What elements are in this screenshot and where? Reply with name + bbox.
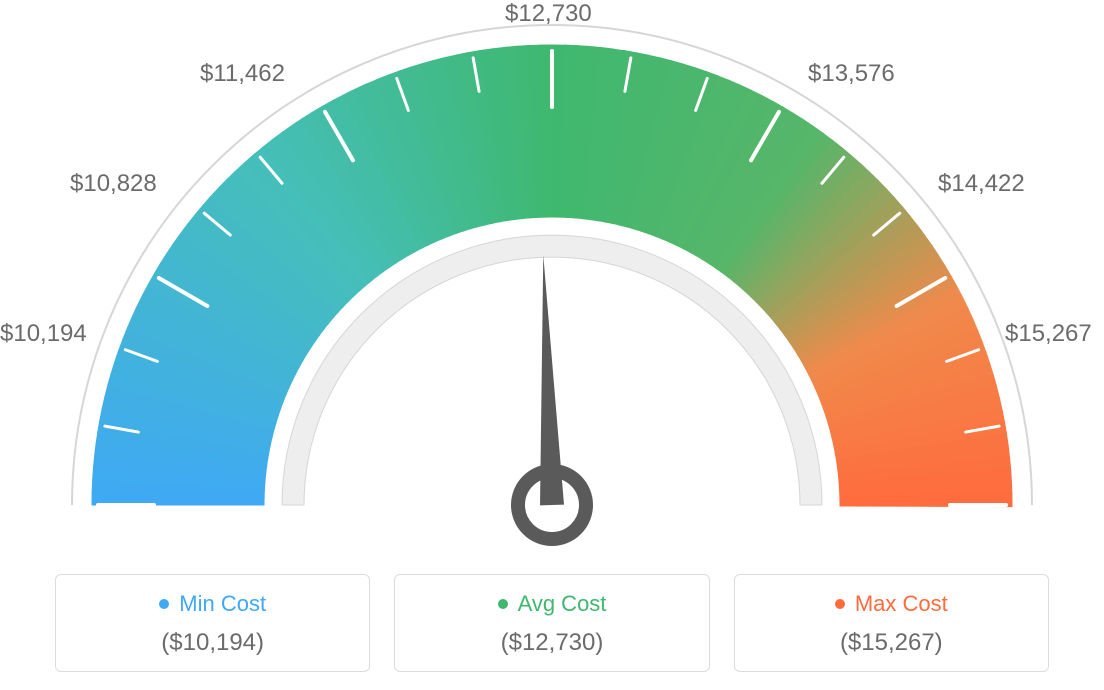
tick-label-6: $15,267	[1005, 320, 1092, 348]
gauge-chart: $10,194 $10,828 $11,462 $12,730 $13,576 …	[0, 0, 1104, 560]
legend-row: Min Cost ($10,194) Avg Cost ($12,730) Ma…	[55, 574, 1049, 672]
dot-icon	[498, 599, 508, 609]
tick-label-5: $14,422	[938, 170, 1025, 198]
legend-value-min: ($10,194)	[64, 629, 361, 657]
legend-title-text: Avg Cost	[518, 591, 607, 617]
gauge-svg	[0, 0, 1104, 560]
legend-title-text: Max Cost	[855, 591, 948, 617]
legend-card-avg: Avg Cost ($12,730)	[394, 574, 709, 672]
tick-label-3: $12,730	[505, 0, 592, 28]
legend-title-text: Min Cost	[179, 591, 266, 617]
legend-card-min: Min Cost ($10,194)	[55, 574, 370, 672]
cost-gauge-widget: $10,194 $10,828 $11,462 $12,730 $13,576 …	[0, 0, 1104, 690]
legend-title-max: Max Cost	[835, 591, 948, 617]
legend-card-max: Max Cost ($15,267)	[734, 574, 1049, 672]
tick-label-2: $11,462	[200, 60, 285, 88]
legend-title-avg: Avg Cost	[498, 591, 607, 617]
legend-title-min: Min Cost	[159, 591, 266, 617]
tick-label-1: $10,828	[70, 170, 157, 198]
tick-label-0: $10,194	[0, 320, 87, 348]
legend-value-avg: ($12,730)	[403, 629, 700, 657]
dot-icon	[835, 599, 845, 609]
tick-label-4: $13,576	[808, 60, 895, 88]
dot-icon	[159, 599, 169, 609]
legend-value-max: ($15,267)	[743, 629, 1040, 657]
